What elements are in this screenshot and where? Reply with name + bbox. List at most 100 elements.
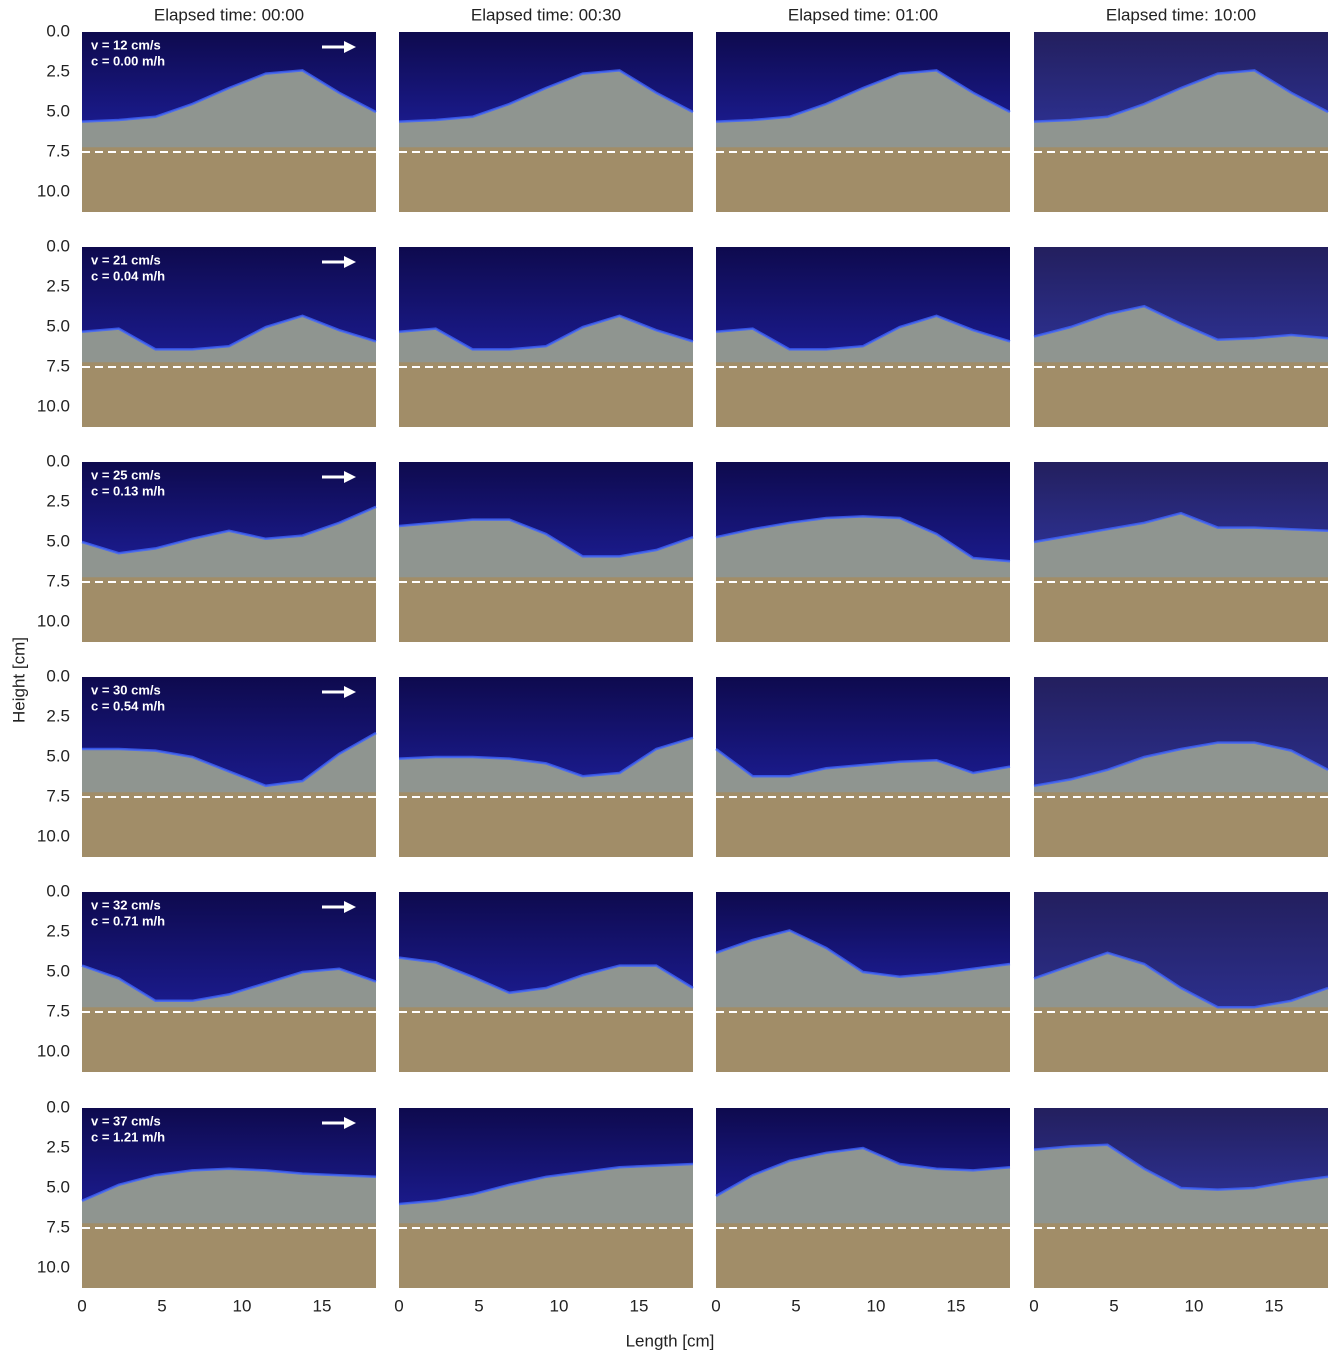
- x-tick-label: 15: [947, 1296, 966, 1315]
- x-tick-label: 15: [630, 1296, 649, 1315]
- y-tick-label: 5.0: [46, 961, 70, 980]
- x-tick-label: 5: [1109, 1296, 1118, 1315]
- y-tick-label: 2.5: [46, 1137, 70, 1156]
- rate-label: c = 0.71 m/h: [91, 913, 165, 928]
- gravel-bed: [1034, 306, 1328, 363]
- x-axis-label: Length [cm]: [626, 1331, 715, 1350]
- water: [716, 32, 1010, 122]
- gravel-bed: [716, 1148, 1010, 1224]
- gravel-bed: [399, 957, 693, 1008]
- water: [82, 677, 376, 786]
- x-tick-label: 0: [711, 1296, 720, 1315]
- velocity-label: v = 32 cm/s: [91, 897, 161, 912]
- bed-surface: [398, 956, 694, 995]
- bed-surface: [398, 69, 694, 123]
- y-tick-label: 7.5: [46, 1217, 70, 1236]
- water: [82, 247, 376, 350]
- bed-surface: [715, 69, 1011, 123]
- velocity-label: v = 21 cm/s: [91, 252, 161, 267]
- bed-surface: [715, 1146, 1011, 1198]
- y-tick-label: 0.0: [46, 451, 70, 470]
- x-tick-label: 5: [474, 1296, 483, 1315]
- bed-surface: [81, 69, 377, 123]
- rate-label: c = 0.13 m/h: [91, 483, 165, 498]
- gravel-bed: [399, 519, 693, 578]
- bed-surface: [398, 314, 694, 351]
- column-title: Elapsed time: 10:00: [1106, 5, 1256, 24]
- y-tick-label: 10.0: [37, 611, 70, 630]
- gravel-bed: [82, 506, 376, 578]
- water: [82, 892, 376, 1001]
- rate-label: c = 0.04 m/h: [91, 268, 165, 283]
- water: [716, 462, 1010, 562]
- y-tick-label: 7.5: [46, 141, 70, 160]
- bed-surface: [398, 1162, 694, 1206]
- water: [399, 677, 693, 777]
- flow-arrow-head: [344, 471, 356, 483]
- bed-surface: [715, 314, 1011, 351]
- y-tick-label: 10.0: [37, 1041, 70, 1060]
- water: [399, 247, 693, 350]
- flow-arrow-head: [344, 41, 356, 53]
- y-tick-label: 10.0: [37, 1257, 70, 1276]
- gravel-bed: [82, 1168, 376, 1224]
- water: [716, 247, 1010, 350]
- gravel-bed: [399, 70, 693, 148]
- water: [716, 892, 1010, 977]
- bed-surface: [1033, 951, 1329, 1009]
- water: [399, 1108, 693, 1204]
- gravel-bed: [1034, 70, 1328, 148]
- y-tick-label: 5.0: [46, 316, 70, 335]
- gravel-bed: [716, 930, 1010, 1008]
- x-tick-label: 0: [394, 1296, 403, 1315]
- x-tick-label: 0: [77, 1296, 86, 1315]
- bed-surface: [398, 736, 694, 778]
- bed-surface: [715, 929, 1011, 979]
- water: [716, 1108, 1010, 1196]
- water: [82, 462, 376, 554]
- y-tick-label: 7.5: [46, 1001, 70, 1020]
- water: [82, 1108, 376, 1201]
- bed-surface: [1033, 1143, 1329, 1191]
- x-tick-label: 5: [791, 1296, 800, 1315]
- bed-surface: [1033, 69, 1329, 123]
- bed-surface: [82, 731, 377, 788]
- y-tick-label: 0.0: [46, 1097, 70, 1116]
- flow-arrow-head: [344, 256, 356, 268]
- x-tick-label: 10: [1185, 1296, 1204, 1315]
- gravel-bed: [1034, 1144, 1328, 1224]
- bed-surface: [715, 747, 1011, 778]
- gravel-bed: [716, 70, 1010, 148]
- y-tick-label: 2.5: [46, 61, 70, 80]
- x-tick-label: 10: [550, 1296, 569, 1315]
- y-tick-label: 10.0: [37, 396, 70, 415]
- flow-arrow-head: [344, 1117, 356, 1129]
- gravel-bed: [1034, 952, 1328, 1008]
- water: [1034, 1108, 1328, 1190]
- y-tick-label: 0.0: [46, 236, 70, 255]
- y-tick-label: 0.0: [46, 666, 70, 685]
- y-tick-label: 7.5: [46, 356, 70, 375]
- bed-surface: [715, 515, 1011, 563]
- velocity-label: v = 37 cm/s: [91, 1113, 161, 1128]
- x-tick-label: 15: [1265, 1296, 1284, 1315]
- y-tick-label: 5.0: [46, 531, 70, 550]
- column-title: Elapsed time: 00:00: [154, 5, 304, 24]
- water: [399, 892, 693, 993]
- water: [1034, 677, 1328, 786]
- bed-surface: [81, 1167, 377, 1202]
- x-tick-label: 15: [313, 1296, 332, 1315]
- y-tick-label: 2.5: [46, 921, 70, 940]
- x-tick-label: 10: [233, 1296, 252, 1315]
- water: [1034, 462, 1328, 542]
- column-title: Elapsed time: 00:30: [471, 5, 621, 24]
- y-tick-label: 5.0: [46, 101, 70, 120]
- x-tick-label: 5: [157, 1296, 166, 1315]
- gravel-bed: [399, 737, 693, 793]
- y-tick-label: 0.0: [46, 881, 70, 900]
- gravel-bed: [1034, 742, 1328, 793]
- y-tick-label: 2.5: [46, 706, 70, 725]
- y-tick-label: 0.0: [46, 21, 70, 40]
- flow-arrow-head: [344, 901, 356, 913]
- bed-surface: [81, 505, 377, 555]
